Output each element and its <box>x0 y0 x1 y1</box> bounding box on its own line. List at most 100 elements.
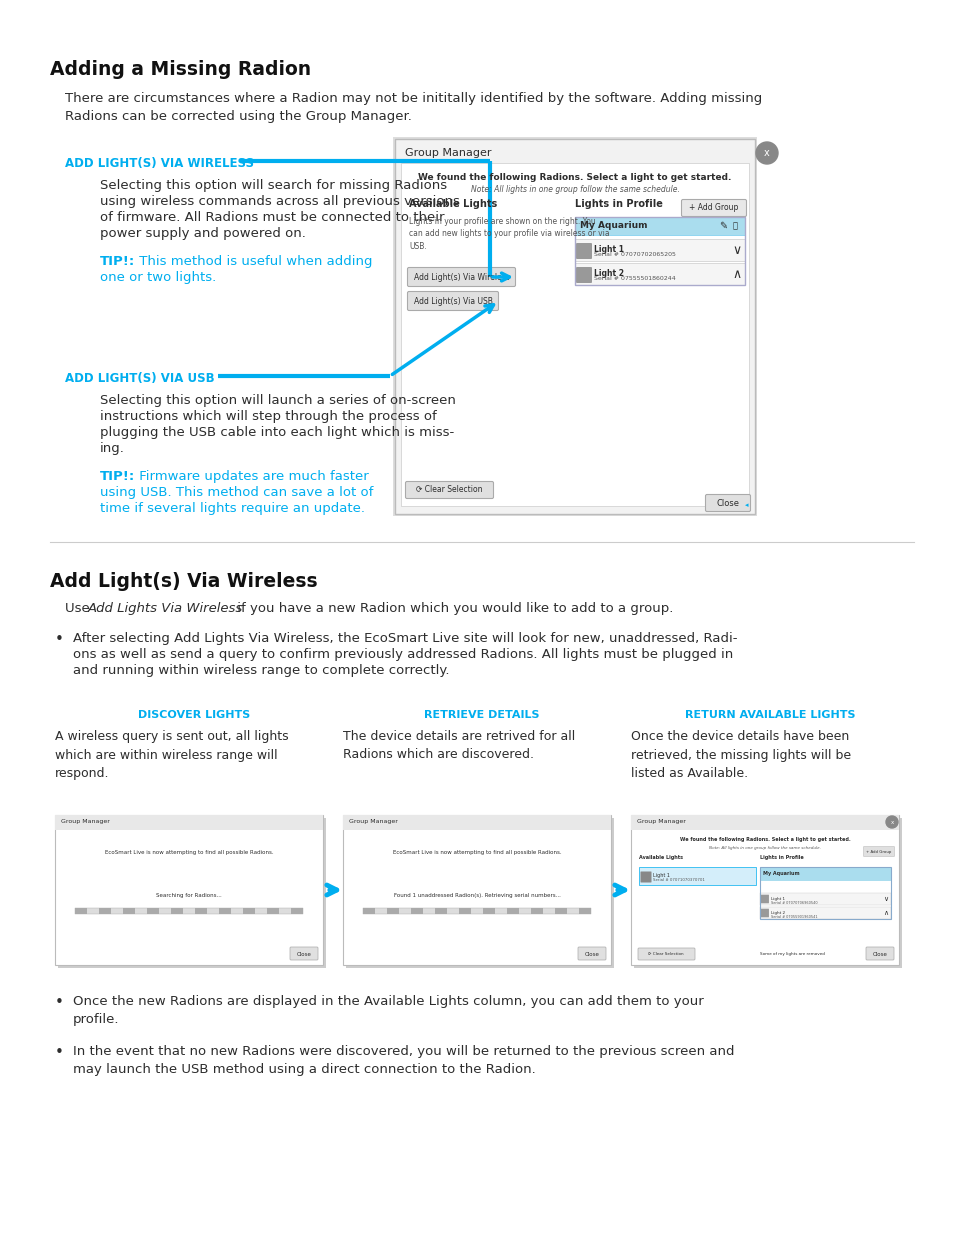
Text: •: • <box>55 995 64 1010</box>
FancyBboxPatch shape <box>639 872 651 883</box>
Text: Lights in Profile: Lights in Profile <box>575 199 662 209</box>
FancyBboxPatch shape <box>759 906 890 919</box>
FancyBboxPatch shape <box>865 947 893 960</box>
FancyBboxPatch shape <box>219 908 231 914</box>
Text: Group Manager: Group Manager <box>349 820 397 825</box>
Text: power supply and powered on.: power supply and powered on. <box>100 227 306 240</box>
Text: Close: Close <box>716 499 739 508</box>
Text: 🗑: 🗑 <box>732 221 737 231</box>
Text: Light 2: Light 2 <box>594 269 623 278</box>
Text: ∨: ∨ <box>882 897 887 902</box>
Text: x: x <box>889 820 893 825</box>
FancyBboxPatch shape <box>634 818 901 968</box>
FancyBboxPatch shape <box>171 908 183 914</box>
Text: •: • <box>55 632 64 647</box>
Text: ✎: ✎ <box>719 221 726 231</box>
FancyBboxPatch shape <box>760 894 768 903</box>
FancyBboxPatch shape <box>705 494 750 511</box>
Text: Close: Close <box>584 951 598 956</box>
FancyBboxPatch shape <box>759 893 890 905</box>
FancyBboxPatch shape <box>291 908 303 914</box>
Text: Group Manager: Group Manager <box>637 820 685 825</box>
FancyBboxPatch shape <box>555 908 566 914</box>
Text: Note: All lights in one group follow the same schedule.: Note: All lights in one group follow the… <box>470 185 679 194</box>
Text: There are circumstances where a Radion may not be inititally identified by the s: There are circumstances where a Radion m… <box>65 91 761 105</box>
FancyBboxPatch shape <box>346 818 614 968</box>
FancyBboxPatch shape <box>55 815 323 830</box>
Text: Serial # 07070706960540: Serial # 07070706960540 <box>770 902 817 905</box>
Text: DISCOVER LIGHTS: DISCOVER LIGHTS <box>138 710 250 720</box>
Text: Radions can be corrected using the Group Manager.: Radions can be corrected using the Group… <box>65 110 412 124</box>
Text: The device details are retrived for all
Radions which are discovered.: The device details are retrived for all … <box>343 730 575 762</box>
Text: RETRIEVE DETAILS: RETRIEVE DETAILS <box>424 710 539 720</box>
Text: ∨: ∨ <box>732 243 740 257</box>
Text: Firmware updates are much faster: Firmware updates are much faster <box>135 471 369 483</box>
Text: time if several lights require an update.: time if several lights require an update… <box>100 501 365 515</box>
Text: Note: All lights in one group follow the same schedule.: Note: All lights in one group follow the… <box>708 846 821 850</box>
FancyBboxPatch shape <box>400 163 748 506</box>
FancyBboxPatch shape <box>58 818 326 968</box>
FancyBboxPatch shape <box>290 947 317 960</box>
Text: Serial # 07055901960541: Serial # 07055901960541 <box>770 915 817 919</box>
Text: In the event that no new Radions were discovered, you will be returned to the pr: In the event that no new Radions were di… <box>73 1045 734 1076</box>
Text: Once the new Radions are displayed in the Available Lights column, you can add t: Once the new Radions are displayed in th… <box>73 995 703 1026</box>
Text: + Add Group: + Add Group <box>865 850 891 853</box>
Text: Serial # 07070702065205: Serial # 07070702065205 <box>594 252 675 257</box>
FancyBboxPatch shape <box>578 947 605 960</box>
Text: ⟳ Clear Selection: ⟳ Clear Selection <box>416 485 482 494</box>
Text: Add Light(s) Via Wireless: Add Light(s) Via Wireless <box>50 572 317 592</box>
FancyBboxPatch shape <box>862 846 894 857</box>
Text: Available Lights: Available Lights <box>639 855 682 860</box>
Text: Serial # 07555501860244: Serial # 07555501860244 <box>594 275 675 282</box>
FancyBboxPatch shape <box>75 908 303 914</box>
Text: plugging the USB cable into each light which is miss-: plugging the USB cable into each light w… <box>100 426 454 438</box>
FancyBboxPatch shape <box>395 140 754 514</box>
Text: Close: Close <box>872 951 886 956</box>
Text: Add Light(s) Via USB: Add Light(s) Via USB <box>414 296 492 305</box>
Text: Lights in your profile are shown on the right. You
can add new lights to your pr: Lights in your profile are shown on the … <box>409 217 609 251</box>
FancyBboxPatch shape <box>639 867 755 885</box>
FancyBboxPatch shape <box>680 200 745 216</box>
FancyBboxPatch shape <box>506 908 518 914</box>
Text: Light 1: Light 1 <box>770 897 783 902</box>
Text: Group Manager: Group Manager <box>405 148 491 158</box>
Text: This method is useful when adding: This method is useful when adding <box>135 254 372 268</box>
Circle shape <box>885 816 897 827</box>
Text: TIP!:: TIP!: <box>100 254 135 268</box>
FancyBboxPatch shape <box>407 291 498 310</box>
Text: instructions which will step through the process of: instructions which will step through the… <box>100 410 436 424</box>
Text: ADD LIGHT(S) VIA WIRELESS: ADD LIGHT(S) VIA WIRELESS <box>65 157 253 170</box>
Text: Some of my lights are removed: Some of my lights are removed <box>759 952 823 956</box>
FancyBboxPatch shape <box>575 240 744 261</box>
FancyBboxPatch shape <box>99 908 111 914</box>
Text: We found the following Radions. Select a light to get started.: We found the following Radions. Select a… <box>679 837 849 842</box>
FancyBboxPatch shape <box>194 908 207 914</box>
Text: one or two lights.: one or two lights. <box>100 270 216 284</box>
Text: Once the device details have been
retrieved, the missing lights will be
listed a: Once the device details have been retrie… <box>630 730 850 781</box>
FancyBboxPatch shape <box>363 908 375 914</box>
Text: EcoSmart Live is now attempting to find all possible Radions.: EcoSmart Live is now attempting to find … <box>393 850 560 855</box>
FancyBboxPatch shape <box>638 948 695 960</box>
Text: Use: Use <box>65 601 94 615</box>
Text: Searching for Radions...: Searching for Radions... <box>156 893 222 898</box>
Text: We found the following Radions. Select a light to get started.: We found the following Radions. Select a… <box>417 173 731 182</box>
Text: ⟳ Clear Selection: ⟳ Clear Selection <box>647 952 683 956</box>
Text: Add Lights Via Wireless: Add Lights Via Wireless <box>88 601 243 615</box>
FancyBboxPatch shape <box>575 217 744 235</box>
Text: ◂: ◂ <box>744 501 748 508</box>
FancyBboxPatch shape <box>531 908 542 914</box>
Text: using wireless commands across all previous versions: using wireless commands across all previ… <box>100 195 459 207</box>
FancyBboxPatch shape <box>343 815 610 965</box>
FancyBboxPatch shape <box>55 815 323 965</box>
FancyBboxPatch shape <box>393 137 757 516</box>
Text: Available Lights: Available Lights <box>409 199 497 209</box>
FancyBboxPatch shape <box>482 908 495 914</box>
Text: + Add Group: + Add Group <box>689 204 738 212</box>
Text: using USB. This method can save a lot of: using USB. This method can save a lot of <box>100 487 373 499</box>
FancyBboxPatch shape <box>407 268 515 287</box>
FancyBboxPatch shape <box>578 908 590 914</box>
Text: Serial # 07071070370701: Serial # 07071070370701 <box>652 878 704 882</box>
Text: EcoSmart Live is now attempting to find all possible Radions.: EcoSmart Live is now attempting to find … <box>105 850 273 855</box>
Text: Close: Close <box>296 951 311 956</box>
Text: Light 1: Light 1 <box>652 873 669 878</box>
